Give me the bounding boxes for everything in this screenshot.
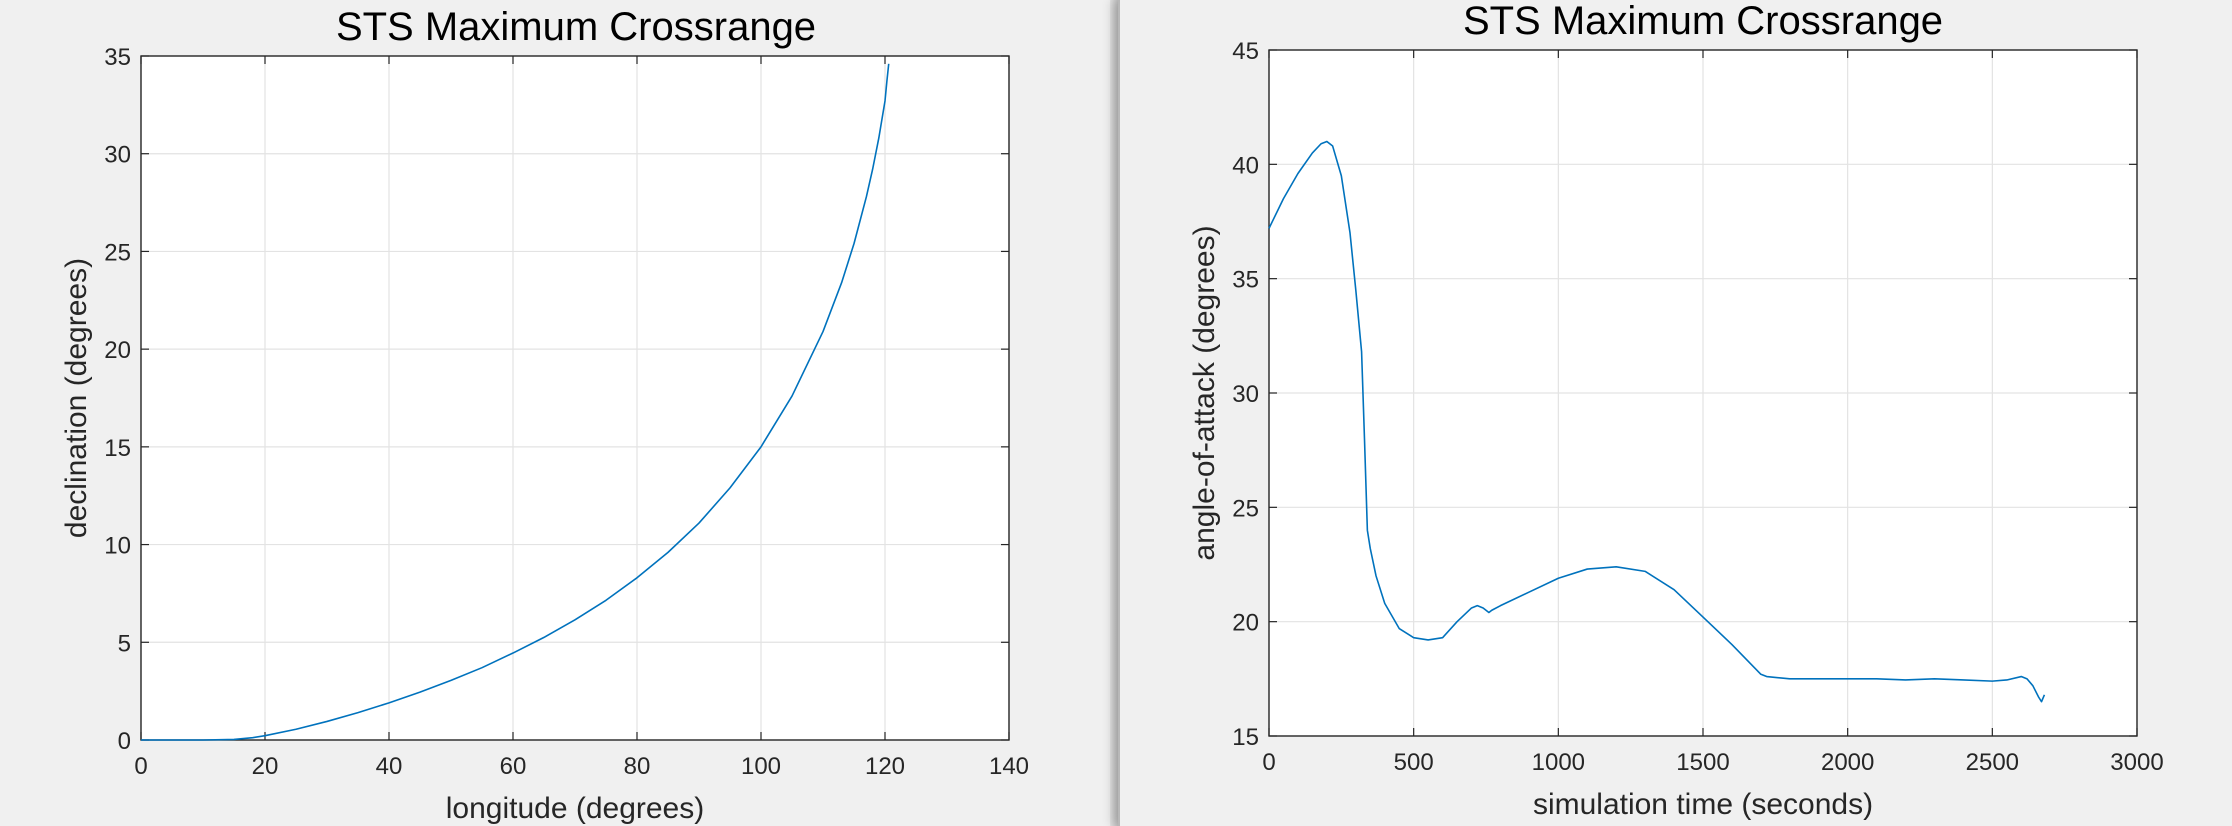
x-tick-label: 140 (989, 753, 1029, 780)
x-axis-label: longitude (degrees) (446, 792, 705, 825)
y-tick-label: 10 (104, 533, 131, 560)
x-tick-label: 0 (1262, 749, 1275, 776)
chart-title: STS Maximum Crossrange (336, 5, 816, 49)
x-tick-label: 2000 (1821, 749, 1874, 776)
x-tick-label: 500 (1394, 749, 1434, 776)
axes-box (1268, 49, 2138, 737)
chart-left: STS Maximum Crossrange 0 20 40 60 80 100 120 14… (60, 5, 1029, 825)
y-tick-label: 35 (1232, 267, 1259, 294)
axes-box (140, 55, 1010, 741)
x-tick-label: 120 (865, 753, 905, 780)
x-tick-label: 40 (376, 753, 403, 780)
y-tick-label: 5 (118, 630, 131, 657)
x-tick-label: 80 (624, 753, 651, 780)
y-tick-label: 30 (1232, 381, 1259, 408)
y-tick-label: 35 (104, 44, 131, 71)
x-tick-label: 100 (741, 753, 781, 780)
series-line (141, 63, 890, 741)
y-tick-label: 15 (1232, 724, 1259, 751)
y-tick-label: 20 (104, 337, 131, 364)
figure-window-left: STS Maximum Crossrange 0 20 40 60 80 100 120 14… (60, 5, 1030, 825)
y-tick-label: 45 (1232, 38, 1259, 65)
x-tick-label: 1500 (1676, 749, 1729, 776)
series-line (1268, 140, 2046, 703)
window-divider[interactable] (1110, 0, 1118, 826)
x-tick-label: 0 (134, 753, 147, 780)
x-axis-label: simulation time (seconds) (1533, 788, 1873, 821)
y-tick-label: 0 (118, 728, 131, 755)
plot-area (141, 56, 1009, 740)
chart-right: STS Maximum Crossrange 0 500 1000 1500 2000 2… (1188, 0, 2164, 821)
y-tick-label: 40 (1232, 152, 1259, 179)
y-tick-label: 25 (104, 239, 131, 266)
y-axis-label: declination (degrees) (60, 258, 93, 538)
x-tick-label: 60 (500, 753, 527, 780)
y-axis-label: angle-of-attack (degrees) (1188, 225, 1221, 560)
chart-title: STS Maximum Crossrange (1463, 0, 1943, 43)
y-tick-label: 30 (104, 142, 131, 169)
y-tick-label: 15 (104, 435, 131, 462)
y-tick-label: 20 (1232, 610, 1259, 637)
x-tick-label: 1000 (1532, 749, 1585, 776)
figure-window-right: STS Maximum Crossrange 0 500 1000 1500 2000 2… (1118, 0, 2232, 826)
x-tick-label: 2500 (1966, 749, 2019, 776)
y-tick-label: 25 (1232, 495, 1259, 522)
x-tick-label: 3000 (2110, 749, 2163, 776)
x-tick-label: 20 (252, 753, 279, 780)
